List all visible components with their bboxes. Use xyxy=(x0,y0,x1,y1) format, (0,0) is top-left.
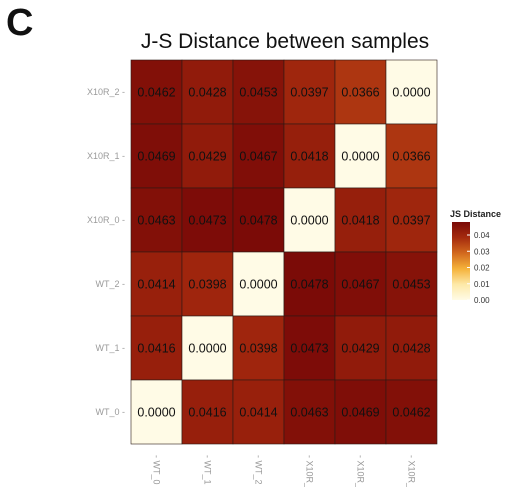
y-tick-label: X10R_1 - xyxy=(87,151,125,161)
legend-tick-label: 0.04 xyxy=(474,231,490,240)
heatmap-cell xyxy=(130,251,183,317)
chart-title: J-S Distance between samples xyxy=(140,30,430,53)
heatmap-cell xyxy=(283,379,336,445)
cell-value-label: 0.0398 xyxy=(239,342,277,356)
heatmap-cell xyxy=(283,251,336,317)
cell-value-label: 0.0469 xyxy=(137,150,175,164)
cell-value-label: 0.0462 xyxy=(137,86,175,100)
heatmap-cell xyxy=(181,379,234,445)
cell-value-label: 0.0397 xyxy=(392,214,430,228)
cell-value-label: 0.0414 xyxy=(239,406,277,420)
cell-value-label: 0.0478 xyxy=(239,214,277,228)
heatmap-cell xyxy=(334,187,387,253)
cell-value-label: 0.0478 xyxy=(290,278,328,292)
cell-value-label: 0.0462 xyxy=(392,406,430,420)
legend-tick-label: 0.01 xyxy=(474,280,490,289)
legend-tick-label: 0.03 xyxy=(474,247,490,256)
x-axis-labels: - WT_0 - WT_1 - WT_2 - X10R_0 - X10R_1 - X10R… xyxy=(152,455,417,487)
heatmap-cell xyxy=(385,379,438,445)
heatmap-cell xyxy=(232,315,285,381)
panel-label: C xyxy=(6,2,34,44)
cell-value-label: 0.0000 xyxy=(392,86,430,100)
cell-value-label: 0.0000 xyxy=(239,278,277,292)
legend-tick-label: 0.00 xyxy=(474,296,490,305)
cell-value-label: 0.0453 xyxy=(239,86,277,100)
heatmap-cell xyxy=(232,187,285,253)
y-tick-label: WT_2 - xyxy=(95,279,125,289)
heatmap-cell xyxy=(130,59,183,125)
cell-value-label: 0.0416 xyxy=(188,406,226,420)
cell-value-label: 0.0463 xyxy=(290,406,328,420)
heatmap-cell xyxy=(385,315,438,381)
cell-value-label: 0.0467 xyxy=(341,278,379,292)
cell-value-label: 0.0429 xyxy=(188,150,226,164)
heatmap-cells: 0.0462 0.0428 0.0453 0.0397 0.0366 0.0000 0.04… xyxy=(130,59,438,445)
x-tick-label: - X10R_0 xyxy=(305,455,315,487)
legend-title: JS Distance xyxy=(450,209,501,219)
cell-value-label: 0.0366 xyxy=(392,150,430,164)
cell-value-label: 0.0418 xyxy=(290,150,328,164)
cell-value-label: 0.0418 xyxy=(341,214,379,228)
cell-value-label: 0.0469 xyxy=(341,406,379,420)
cell-value-label: 0.0428 xyxy=(392,342,430,356)
y-tick-label: X10R_2 - xyxy=(87,87,125,97)
cell-value-label: 0.0467 xyxy=(239,150,277,164)
legend-tick-label: 0.02 xyxy=(474,264,490,273)
heatmap-cell xyxy=(181,315,234,381)
heatmap-cell xyxy=(130,123,183,189)
cell-value-label: 0.0000 xyxy=(290,214,328,228)
cell-value-label: 0.0397 xyxy=(290,86,328,100)
cell-value-label: 0.0453 xyxy=(392,278,430,292)
heatmap-cell xyxy=(334,379,387,445)
cell-value-label: 0.0414 xyxy=(137,278,175,292)
x-tick-label: - X10R_1 xyxy=(356,455,366,487)
cell-value-label: 0.0000 xyxy=(341,150,379,164)
y-tick-label: WT_0 - xyxy=(95,407,125,417)
y-tick-label: X10R_0 - xyxy=(87,215,125,225)
cell-value-label: 0.0473 xyxy=(290,342,328,356)
heatmap-cell xyxy=(385,123,438,189)
x-tick-label: - WT_0 xyxy=(152,455,162,485)
heatmap-cell xyxy=(334,251,387,317)
y-tick-label: WT_1 - xyxy=(95,343,125,353)
heatmap-cell xyxy=(181,251,234,317)
heatmap-cell xyxy=(334,123,387,189)
cell-value-label: 0.0398 xyxy=(188,278,226,292)
x-tick-label: - WT_2 xyxy=(254,455,264,485)
legend: JS Distance 0.04 0.03 0.02 0.01 0.00 xyxy=(450,209,501,305)
heatmap-cell xyxy=(283,315,336,381)
heatmap-cell xyxy=(232,379,285,445)
x-tick-label: - WT_1 xyxy=(203,455,213,485)
heatmap-cell xyxy=(181,187,234,253)
y-axis-labels: X10R_2 - X10R_1 - X10R_0 - WT_2 - WT_1 - WT_0… xyxy=(87,87,125,417)
heatmap-cell xyxy=(283,123,336,189)
heatmap-cell xyxy=(232,123,285,189)
heatmap-cell xyxy=(334,315,387,381)
cell-value-label: 0.0473 xyxy=(188,214,226,228)
heatmap-cell xyxy=(130,379,183,445)
cell-value-label: 0.0366 xyxy=(341,86,379,100)
legend-colorbar xyxy=(452,222,470,300)
heatmap-cell xyxy=(181,123,234,189)
cell-value-label: 0.0463 xyxy=(137,214,175,228)
x-tick-label: - X10R_2 xyxy=(407,455,417,487)
cell-value-label: 0.0000 xyxy=(137,406,175,420)
cell-value-label: 0.0428 xyxy=(188,86,226,100)
cell-value-label: 0.0416 xyxy=(137,342,175,356)
heatmap-cell xyxy=(130,315,183,381)
cell-value-label: 0.0000 xyxy=(188,342,226,356)
heatmap-cell xyxy=(385,251,438,317)
cell-value-label: 0.0429 xyxy=(341,342,379,356)
heatmap-cell xyxy=(283,187,336,253)
heatmap-cell xyxy=(385,187,438,253)
